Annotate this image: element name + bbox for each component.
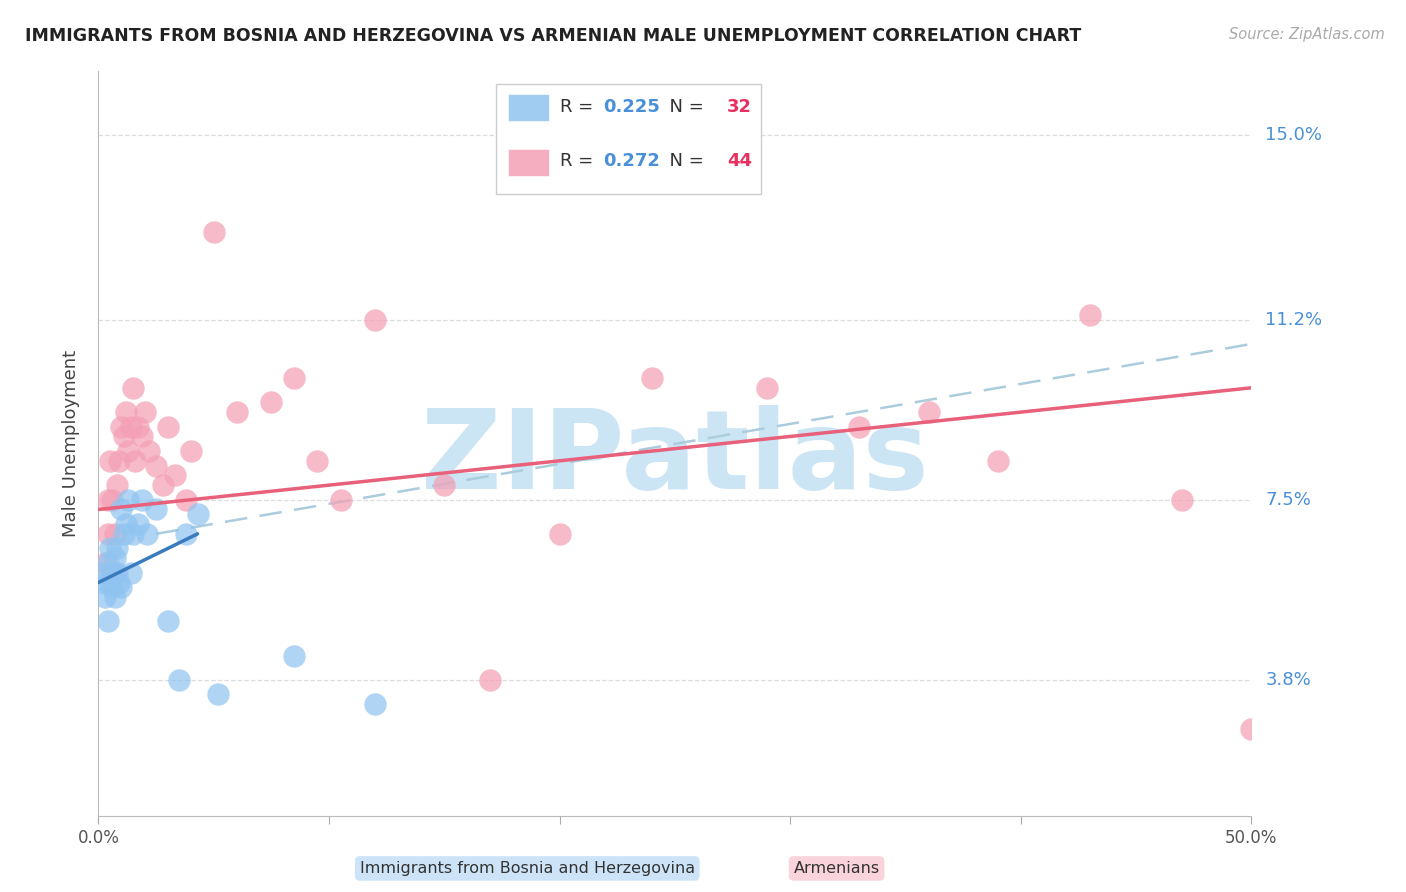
Point (135, 526, 157, 541)
Point (307, 454, 329, 468)
Point (479, 673, 502, 687)
Point (131, 429, 153, 443)
Point (187, 508, 209, 522)
Point (134, 405, 156, 419)
Point (122, 526, 145, 541)
Text: 15.0%: 15.0% (1265, 126, 1322, 144)
Point (97, 556, 120, 570)
FancyBboxPatch shape (508, 95, 550, 121)
Point (98, 454, 121, 468)
Text: 44: 44 (727, 153, 752, 170)
Point (548, 526, 571, 541)
Point (174, 526, 197, 541)
Text: 11.2%: 11.2% (1265, 310, 1323, 328)
Point (260, 395, 283, 409)
Point (101, 580, 124, 594)
Text: N =: N = (658, 98, 709, 116)
Point (105, 541, 128, 556)
Point (103, 566, 125, 580)
Y-axis label: Male Unemployment: Male Unemployment (62, 351, 80, 537)
Point (180, 444, 202, 458)
Point (117, 444, 139, 458)
Point (152, 478, 174, 492)
Point (127, 517, 149, 532)
Point (283, 648, 305, 663)
Point (101, 492, 124, 507)
Point (167, 673, 190, 687)
Point (98, 541, 121, 556)
FancyBboxPatch shape (508, 149, 550, 176)
Point (156, 615, 179, 629)
Point (94, 556, 117, 570)
Point (138, 444, 160, 458)
Point (848, 419, 870, 434)
Point (120, 566, 142, 580)
Point (94, 590, 117, 604)
Text: R =: R = (560, 98, 599, 116)
Point (207, 688, 229, 702)
Point (283, 371, 305, 385)
Point (225, 405, 247, 419)
Point (97, 615, 120, 629)
Text: 32: 32 (727, 98, 752, 116)
Point (124, 454, 146, 468)
Point (329, 492, 352, 507)
Point (117, 492, 139, 507)
Point (1078, 308, 1101, 322)
Point (756, 381, 779, 395)
Point (91, 566, 114, 580)
Text: 3.8%: 3.8% (1265, 671, 1310, 689)
Point (120, 419, 142, 434)
Text: 0.272: 0.272 (603, 153, 661, 170)
Point (98, 575, 121, 590)
Point (641, 371, 664, 385)
Point (145, 502, 167, 516)
Point (97, 526, 120, 541)
Point (105, 566, 128, 580)
Text: IMMIGRANTS FROM BOSNIA AND HERZEGOVINA VS ARMENIAN MALE UNEMPLOYMENT CORRELATION: IMMIGRANTS FROM BOSNIA AND HERZEGOVINA V… (25, 27, 1081, 45)
Point (94, 575, 117, 590)
Point (97, 492, 120, 507)
Point (101, 566, 124, 580)
Text: Armenians: Armenians (793, 861, 880, 876)
Point (108, 454, 131, 468)
Point (115, 405, 138, 419)
Point (103, 551, 125, 566)
Text: Immigrants from Bosnia and Herzegovina: Immigrants from Bosnia and Herzegovina (360, 861, 695, 876)
Point (364, 312, 387, 326)
Point (110, 502, 132, 516)
Point (105, 478, 128, 492)
Point (103, 526, 125, 541)
Point (156, 419, 179, 434)
Point (122, 381, 145, 395)
Text: R =: R = (560, 153, 599, 170)
Point (364, 697, 387, 711)
Text: N =: N = (658, 153, 709, 170)
Point (110, 419, 132, 434)
Point (112, 429, 135, 443)
Point (202, 225, 225, 239)
Point (145, 458, 167, 473)
Point (433, 478, 456, 492)
Point (127, 419, 149, 434)
Point (987, 454, 1010, 468)
Point (108, 575, 131, 590)
Point (174, 492, 197, 507)
Point (110, 580, 132, 594)
Point (131, 492, 153, 507)
Text: ZIPatlas: ZIPatlas (420, 405, 929, 512)
Point (163, 468, 186, 483)
Point (917, 405, 939, 419)
Point (1171, 492, 1194, 507)
Text: 7.5%: 7.5% (1265, 491, 1312, 508)
Text: Source: ZipAtlas.com: Source: ZipAtlas.com (1229, 27, 1385, 42)
Point (112, 526, 135, 541)
Point (1240, 722, 1263, 736)
Text: 0.225: 0.225 (603, 98, 661, 116)
Point (103, 590, 125, 604)
Point (115, 517, 138, 532)
FancyBboxPatch shape (496, 84, 762, 194)
